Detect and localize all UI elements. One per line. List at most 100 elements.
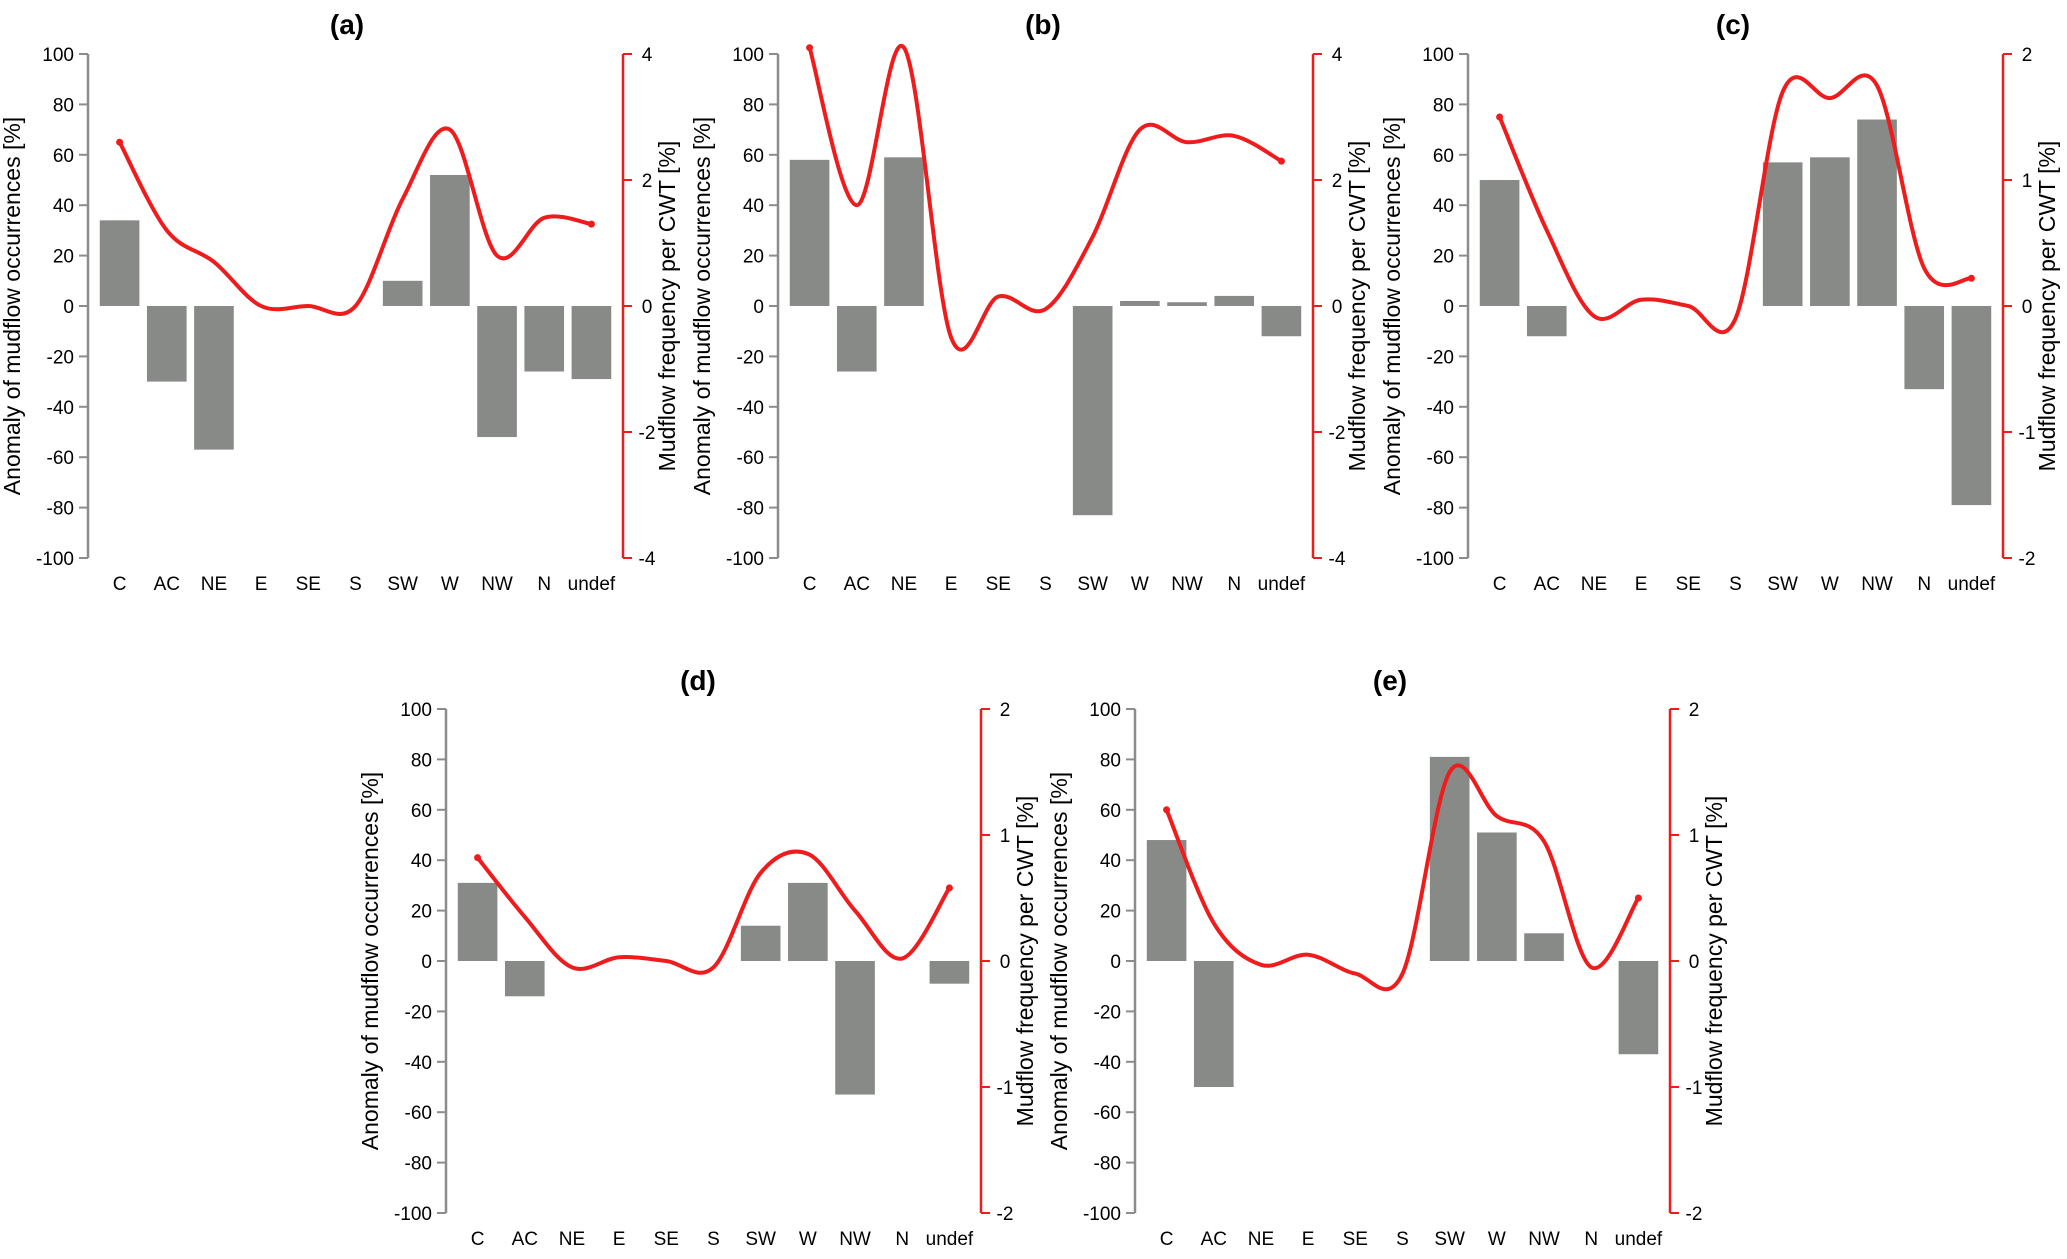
x-tick-label: E [255, 574, 268, 595]
x-tick-label: undef [1615, 1229, 1663, 1250]
line-start-point [474, 854, 482, 862]
x-tick-label: NW [839, 1229, 871, 1250]
x-tick-label: S [707, 1229, 720, 1250]
panel-title: (b) [1025, 9, 1061, 40]
left-tick-label: 20 [1433, 247, 1454, 268]
line-start-point [806, 44, 814, 52]
left-tick-label: 20 [743, 247, 764, 268]
bar [99, 220, 140, 306]
x-tick-label: SW [387, 574, 418, 595]
bar [1479, 180, 1520, 306]
left-tick-label: 0 [421, 952, 432, 973]
left-axis-title: Anomaly of mudflow occurrences [%] [0, 117, 25, 495]
bar [1810, 157, 1850, 306]
right-tick-label: 2 [1689, 700, 1700, 721]
frequency-line [1497, 73, 1974, 335]
bar [789, 159, 830, 306]
left-tick-label: -100 [1083, 1204, 1121, 1225]
left-tick-label: -20 [47, 347, 74, 368]
left-tick-label: -60 [737, 448, 764, 469]
right-tick-label: 2 [1000, 700, 1011, 721]
left-tick-label: -80 [1427, 499, 1454, 520]
bar [457, 882, 498, 961]
left-tick-label: -40 [47, 398, 74, 419]
left-tick-label: -20 [737, 347, 764, 368]
left-tick-label: -80 [737, 499, 764, 520]
right-tick-label: 2 [642, 171, 653, 192]
bar [146, 306, 187, 382]
frequency-line [1164, 763, 1641, 992]
bar [1072, 306, 1113, 516]
left-tick-label: 80 [1433, 95, 1454, 116]
bar [1762, 162, 1803, 306]
line-end-point [1967, 274, 1975, 282]
left-tick-label: -80 [405, 1154, 432, 1175]
x-tick-label: AC [844, 574, 870, 595]
left-tick-label: 80 [411, 750, 432, 771]
left-axis-title: Anomaly of mudflow occurrences [%] [1046, 772, 1072, 1150]
x-tick-label: W [441, 574, 459, 595]
left-tick-label: 60 [1433, 146, 1454, 167]
left-tick-label: -100 [394, 1204, 432, 1225]
right-tick-label: -2 [639, 423, 656, 444]
right-tick-label: 1 [1689, 826, 1700, 847]
left-tick-label: 0 [1110, 952, 1121, 973]
left-tick-label: 100 [42, 45, 74, 66]
x-tick-label: SW [1767, 574, 1798, 595]
right-tick-label: 0 [642, 297, 653, 318]
left-tick-label: 40 [411, 851, 432, 872]
bar [1214, 295, 1255, 306]
left-tick-label: 80 [743, 95, 764, 116]
x-tick-label: E [945, 574, 958, 595]
left-tick-label: 20 [53, 247, 74, 268]
bar [1261, 306, 1302, 337]
left-tick-label: 100 [1422, 45, 1454, 66]
bar [194, 306, 234, 450]
bar [1526, 306, 1567, 337]
right-tick-label: -4 [639, 549, 656, 570]
x-tick-label: NW [1528, 1229, 1560, 1250]
line-end-point [945, 884, 953, 892]
x-tick-label: SE [654, 1229, 679, 1250]
left-tick-label: -40 [1094, 1053, 1121, 1074]
left-axis-title: Anomaly of mudflow occurrences [%] [357, 772, 383, 1150]
left-tick-label: 20 [1100, 902, 1121, 923]
right-tick-label: 0 [1689, 952, 1700, 973]
left-tick-label: 60 [53, 146, 74, 167]
x-tick-label: C [803, 574, 817, 595]
right-tick-label: -1 [997, 1078, 1014, 1099]
right-axis-title: Mudflow frequency per CWT [%] [2034, 141, 2060, 472]
panel-title: (d) [680, 665, 716, 696]
left-tick-label: 20 [411, 902, 432, 923]
x-tick-label: C [113, 574, 127, 595]
panel-title: (e) [1373, 665, 1407, 696]
x-tick-label: NW [481, 574, 513, 595]
x-tick-label: AC [512, 1229, 538, 1250]
left-tick-label: -20 [405, 1002, 432, 1023]
bar [1146, 840, 1187, 961]
left-tick-label: -20 [1427, 347, 1454, 368]
right-tick-label: -2 [997, 1204, 1014, 1225]
bar [1524, 933, 1564, 961]
right-tick-label: 1 [1000, 826, 1011, 847]
x-tick-label: undef [926, 1229, 974, 1250]
left-tick-label: -60 [47, 448, 74, 469]
line-end-point [1634, 894, 1642, 902]
left-tick-label: -60 [405, 1103, 432, 1124]
bar [477, 306, 517, 438]
x-tick-label: AC [154, 574, 180, 595]
left-tick-label: 100 [732, 45, 764, 66]
x-tick-label: S [1396, 1229, 1409, 1250]
left-tick-label: -60 [1427, 448, 1454, 469]
x-tick-label: undef [1948, 574, 1996, 595]
bar [571, 306, 612, 380]
x-tick-label: NE [1248, 1229, 1274, 1250]
x-tick-label: E [613, 1229, 626, 1250]
x-tick-label: C [1493, 574, 1507, 595]
bar [1477, 832, 1517, 961]
x-tick-label: NE [891, 574, 917, 595]
bar [788, 882, 828, 961]
right-tick-label: -1 [2019, 423, 2036, 444]
